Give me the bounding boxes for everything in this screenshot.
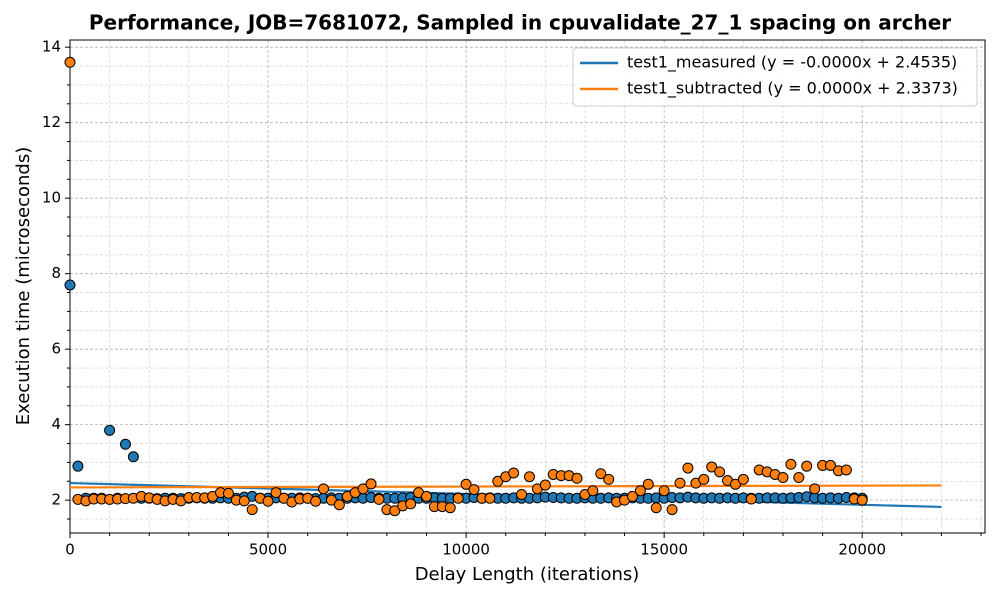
data-point [682,462,694,474]
data-point [603,473,615,485]
x-axis-label: Delay Length (iterations) [415,564,640,585]
data-point [698,473,710,485]
data-point [405,498,417,510]
data-point [737,473,749,485]
data-point [246,504,258,516]
data-point [523,471,535,483]
data-point [357,483,369,495]
data-point [793,472,805,484]
data-point [801,460,813,472]
y-tick-label: 10 [42,189,61,207]
data-point [238,495,250,507]
x-tick-label: 10000 [442,541,490,559]
legend-label: test1_subtracted (y = 0.0000x + 2.3373) [627,79,958,99]
data-point [333,499,345,511]
data-point [587,485,599,497]
data-point [571,472,583,484]
data-point [516,488,528,500]
data-point [595,468,607,480]
x-tick-label: 20000 [838,541,886,559]
x-tick-label: 0 [65,541,75,559]
y-tick-label: 4 [51,415,61,433]
data-point [64,56,76,68]
data-point [856,494,868,506]
data-point [389,505,401,517]
data-point [809,483,821,495]
data-point [785,458,797,470]
data-point [539,479,551,491]
data-point [666,504,678,516]
data-point [72,460,84,472]
chart-title: Performance, JOB=7681072, Sampled in cpu… [89,11,951,35]
data-point [626,490,638,502]
data-point [706,461,718,473]
legend-label: test1_measured (y = -0.0000x + 2.4535) [627,53,957,73]
data-point [444,502,456,514]
data-point [777,472,789,484]
data-point [840,464,852,476]
x-tick-label: 5000 [249,541,287,559]
data-point [365,478,377,490]
data-point [310,495,322,507]
data-point [318,483,330,495]
data-point [420,490,432,502]
y-tick-label: 2 [51,491,61,509]
data-point [270,487,282,499]
data-point [64,279,76,291]
data-point [373,493,385,505]
data-point [468,484,480,496]
data-point [484,492,496,504]
data-point [508,467,520,479]
x-tick-label: 15000 [640,541,688,559]
y-tick-label: 8 [51,264,61,282]
data-point [104,424,116,436]
data-point [729,478,741,490]
y-tick-label: 14 [42,38,61,56]
data-point [714,466,726,478]
data-point [127,451,139,463]
fit-line [69,484,942,489]
y-tick-label: 12 [42,113,61,131]
data-point [222,487,234,499]
data-point [119,438,131,450]
data-point [650,502,662,514]
data-point [674,477,686,489]
data-point [658,485,670,497]
data-point [745,493,757,505]
data-point [452,492,464,504]
data-point [460,478,472,490]
y-tick-label: 6 [51,340,61,358]
y-axis-label: Execution time (microseconds) [13,147,34,426]
data-point [825,459,837,471]
data-point [634,485,646,497]
plot-frame [69,39,986,534]
data-point [642,478,654,490]
legend-box [572,47,978,107]
data-point [262,495,274,507]
